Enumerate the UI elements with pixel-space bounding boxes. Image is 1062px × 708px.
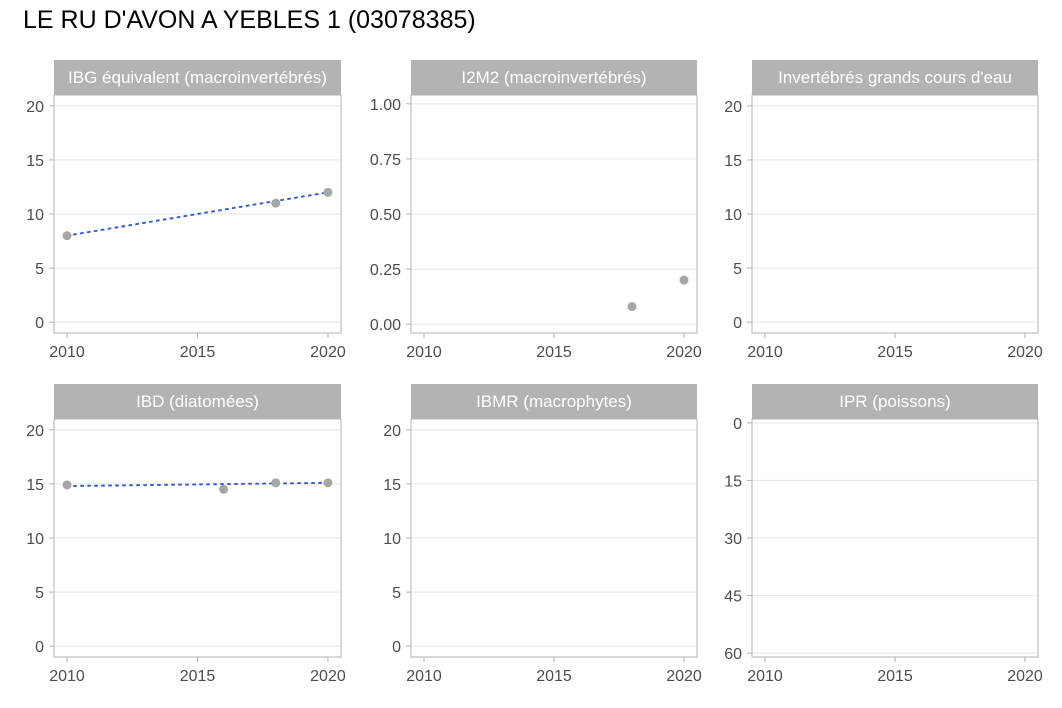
data-point <box>627 302 637 312</box>
y-tick-label: 1.00 <box>370 97 401 114</box>
y-tick-label: 5 <box>35 261 44 278</box>
x-tick-label: 2010 <box>747 344 783 361</box>
data-point <box>62 480 72 490</box>
x-tick-label: 2010 <box>49 668 85 685</box>
facet-title: IBD (diatomées) <box>136 392 259 411</box>
y-tick-label: 5 <box>392 585 401 602</box>
facet-title: IBMR (macrophytes) <box>476 392 632 411</box>
y-tick-label: 5 <box>35 585 44 602</box>
panel-border <box>53 94 342 334</box>
y-tick-label: 10 <box>26 207 44 224</box>
x-tick-label: 2020 <box>310 668 346 685</box>
y-tick-label: 20 <box>26 99 44 116</box>
y-tick-label: 5 <box>733 261 742 278</box>
y-tick-label: 10 <box>724 207 742 224</box>
y-tick-label: 10 <box>383 531 401 548</box>
page-title: LE RU D'AVON A YEBLES 1 (03078385) <box>23 6 476 34</box>
data-point <box>323 478 333 488</box>
x-tick-label: 2010 <box>747 668 783 685</box>
y-tick-label: 15 <box>724 473 742 490</box>
data-point <box>679 275 689 285</box>
x-tick-label: 2010 <box>406 668 442 685</box>
x-tick-label: 2010 <box>406 344 442 361</box>
x-tick-label: 2015 <box>536 344 572 361</box>
facet-title: IBG équivalent (macroinvertébrés) <box>68 68 327 87</box>
data-point <box>323 187 333 197</box>
y-tick-label: 0 <box>733 315 742 332</box>
trend-line <box>66 191 329 237</box>
y-tick-label: 15 <box>26 153 44 170</box>
facet-strip <box>54 384 341 419</box>
x-tick-label: 2020 <box>666 668 702 685</box>
facet-strip <box>752 60 1038 95</box>
y-tick-label: 0 <box>35 315 44 332</box>
x-tick-label: 2010 <box>49 344 85 361</box>
facet-strip <box>411 384 697 419</box>
x-tick-label: 2015 <box>877 344 913 361</box>
facet-title: Invertébrés grands cours d'eau <box>778 68 1012 87</box>
trend-line <box>66 481 329 488</box>
y-tick-label: 10 <box>26 531 44 548</box>
y-tick-label: 20 <box>724 99 742 116</box>
data-point <box>271 478 281 488</box>
y-tick-label: 15 <box>724 153 742 170</box>
x-tick-label: 2015 <box>180 344 216 361</box>
facet-title: IPR (poissons) <box>839 392 950 411</box>
y-tick-label: 15 <box>26 477 44 494</box>
x-tick-label: 2020 <box>1007 344 1043 361</box>
y-tick-label: 60 <box>724 646 742 663</box>
y-tick-label: 0.75 <box>370 152 401 169</box>
y-tick-label: 20 <box>26 423 44 440</box>
x-tick-label: 2020 <box>1007 668 1043 685</box>
x-tick-label: 2020 <box>310 344 346 361</box>
y-tick-label: 15 <box>383 477 401 494</box>
data-point <box>219 484 229 494</box>
y-tick-label: 0 <box>35 639 44 656</box>
x-tick-label: 2015 <box>180 668 216 685</box>
data-point <box>62 231 72 241</box>
panel-border <box>751 418 1039 658</box>
data-point <box>271 198 281 208</box>
facet-strip <box>411 60 697 95</box>
y-tick-label: 0.00 <box>370 317 401 334</box>
y-tick-label: 0.50 <box>370 207 401 224</box>
facet-strip <box>54 60 341 95</box>
y-tick-label: 45 <box>724 589 742 606</box>
x-tick-label: 2015 <box>877 668 913 685</box>
panel-border <box>410 418 698 658</box>
y-tick-label: 0.25 <box>370 262 401 279</box>
panel-border <box>410 94 698 334</box>
y-tick-label: 0 <box>733 416 742 433</box>
panel-border <box>53 418 342 658</box>
y-tick-label: 30 <box>724 531 742 548</box>
y-tick-label: 0 <box>392 639 401 656</box>
x-tick-label: 2020 <box>666 344 702 361</box>
facet-title: I2M2 (macroinvertébrés) <box>461 68 646 87</box>
y-tick-label: 20 <box>383 423 401 440</box>
x-tick-label: 2015 <box>536 668 572 685</box>
panel-border <box>751 94 1039 334</box>
facet-strip <box>752 384 1038 419</box>
